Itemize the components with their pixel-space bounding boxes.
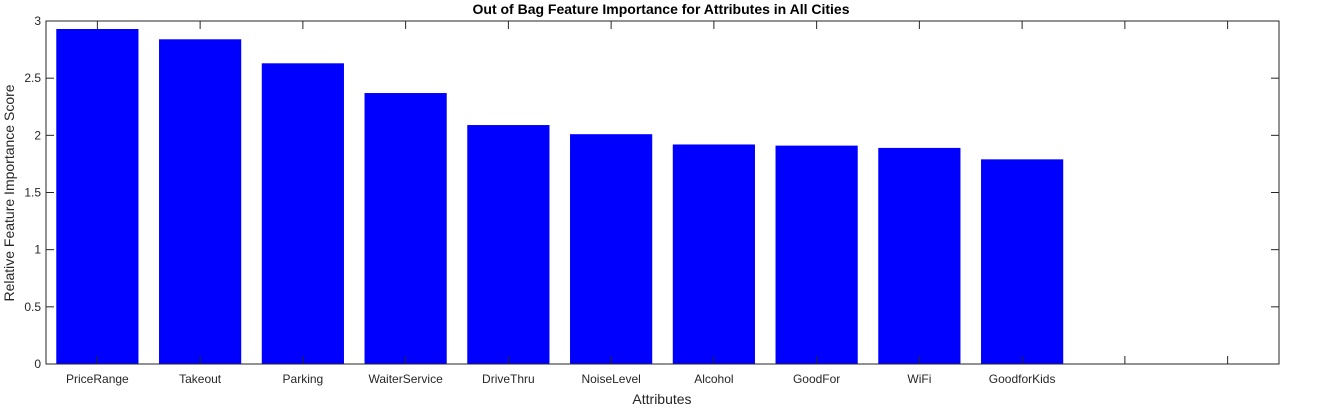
x-tick-label-parking: Parking — [283, 372, 324, 386]
y-tick-label: 2.5 — [24, 71, 41, 85]
bar-waiterservice — [364, 93, 447, 364]
x-tick-label-wifi: WiFi — [907, 372, 931, 386]
y-tick-label: 2 — [34, 128, 41, 142]
x-tick-label-waiterservice: WaiterService — [369, 372, 444, 386]
bar-noiselevel — [570, 134, 653, 364]
x-tick-label-noiselevel: NoiseLevel — [581, 372, 640, 386]
chart-title: Out of Bag Feature Importance for Attrib… — [473, 1, 850, 17]
y-tick-label: 0 — [34, 357, 41, 371]
y-tick-label: 1.5 — [24, 186, 41, 200]
x-tick-label-goodforkids: GoodforKids — [989, 372, 1056, 386]
bars-layer — [56, 29, 1064, 365]
bar-wifi — [878, 147, 961, 364]
y-tick-label: 1 — [34, 243, 41, 257]
ticks-layer: 0 0.5 1 1.5 2 2.5 3 PriceRange Takeout Parking Wai… — [24, 14, 1279, 386]
bar-goodfor — [775, 145, 858, 364]
y-tick-label: 3 — [34, 14, 41, 28]
bar-goodforkids — [981, 159, 1064, 364]
x-tick-label-pricerange: PriceRange — [66, 372, 129, 386]
x-tick-label-goodfor: GoodFor — [793, 372, 840, 386]
y-axis-label: Relative Feature Importance Score — [1, 84, 17, 301]
x-tick-label-takeout: Takeout — [179, 372, 222, 386]
bar-parking — [261, 63, 344, 364]
x-axis-label: Attributes — [632, 391, 691, 407]
bar-takeout — [159, 39, 242, 364]
bar-pricerange — [56, 29, 139, 365]
x-tick-label-alcohol: Alcohol — [694, 372, 733, 386]
bar-drivethru — [467, 125, 550, 364]
bar-alcohol — [672, 144, 755, 364]
x-tick-label-drivethru: DriveThru — [482, 372, 535, 386]
y-tick-label: 0.5 — [24, 300, 41, 314]
